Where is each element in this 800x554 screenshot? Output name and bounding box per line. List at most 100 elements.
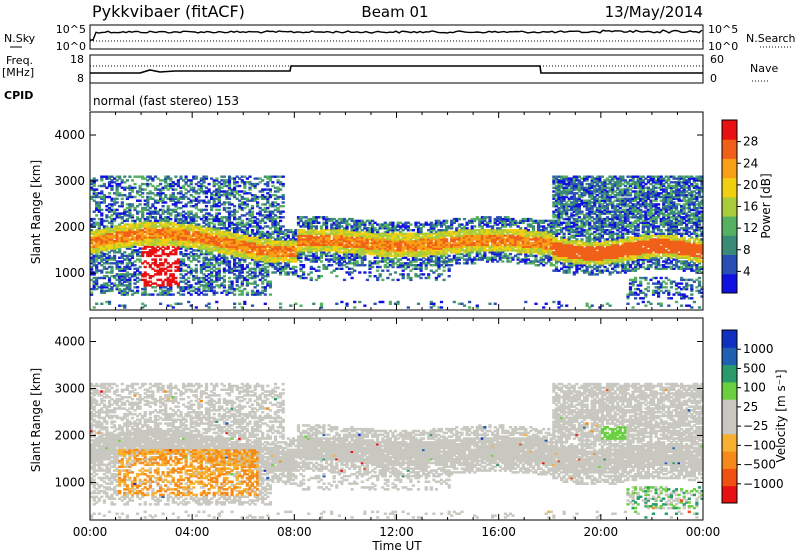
power-cell (159, 262, 163, 265)
power-cell (261, 241, 265, 245)
power-cell (215, 249, 219, 252)
power-cell (174, 229, 178, 232)
power-cell (199, 208, 203, 212)
power-cell (210, 247, 214, 250)
power-cell (261, 203, 265, 206)
power-cell (138, 221, 142, 224)
power-cell (202, 276, 206, 280)
power-cell (217, 223, 221, 226)
power-cell (225, 197, 229, 200)
power-cell (133, 238, 137, 241)
power-cell (164, 260, 168, 263)
power-cell (100, 184, 104, 188)
power-cell (204, 262, 209, 265)
power-cell (248, 262, 252, 265)
power-cell (268, 241, 272, 245)
power-cell (153, 223, 158, 226)
power-cell (253, 195, 257, 199)
power-cell (174, 216, 178, 219)
power-cell (187, 225, 191, 228)
power-cell (225, 234, 229, 237)
power-cell (179, 238, 183, 241)
power-cell (227, 223, 232, 226)
power-cell (123, 287, 127, 291)
power-cell (161, 267, 165, 270)
power-cell (90, 230, 94, 234)
power-cell (248, 175, 252, 178)
power-cell (215, 278, 219, 282)
power-cell (240, 269, 244, 272)
power-cell (245, 205, 249, 208)
power-cell (179, 223, 183, 226)
power-cell (151, 262, 155, 265)
power-cell (123, 258, 127, 261)
power-cell (128, 188, 132, 191)
power-cell (90, 241, 94, 245)
power-cell (146, 197, 150, 200)
power-cell (199, 271, 203, 274)
power-cell (138, 199, 142, 202)
power-cell (118, 282, 122, 285)
power-cell (273, 252, 278, 256)
power-cell (220, 227, 224, 230)
power-cell (248, 210, 252, 213)
power-cell (159, 284, 163, 287)
power-cell (143, 241, 147, 245)
power-cell (238, 205, 242, 208)
power-cell (207, 223, 211, 226)
power-cell (125, 247, 129, 250)
power-cell (151, 236, 155, 239)
power-cell (210, 236, 214, 239)
power-cell (253, 240, 257, 243)
power-cell (207, 190, 211, 193)
power-cell (136, 192, 140, 195)
power-cell (263, 182, 267, 186)
power-cell (161, 243, 165, 247)
power-cell (113, 254, 117, 258)
power-cell (243, 245, 247, 248)
power-cell (120, 230, 124, 234)
power-cell (233, 247, 237, 250)
power-cell (202, 234, 206, 237)
power-cell (250, 276, 255, 280)
power-cell (271, 212, 275, 215)
power-cell (184, 205, 188, 208)
power-cell (215, 219, 219, 223)
power-cell (97, 206, 101, 210)
power-cell (396, 300, 400, 304)
power-cell (253, 291, 257, 294)
power-cell (245, 227, 249, 230)
power-cell (261, 234, 265, 237)
power-cell (141, 247, 145, 250)
power-cell (243, 197, 247, 200)
power-cell (215, 205, 219, 208)
power-cell (171, 182, 175, 186)
power-cell (164, 247, 168, 250)
power-cell (153, 249, 158, 252)
power-cell (171, 240, 175, 243)
power-cell (138, 260, 142, 263)
power-cell (253, 182, 257, 186)
power-cell (100, 229, 104, 232)
power-cell (102, 289, 106, 293)
power-cell (136, 225, 140, 228)
power-cell (171, 229, 175, 232)
power-cell (102, 252, 106, 256)
power-cell (268, 260, 272, 263)
power-cell (97, 241, 101, 245)
power-cell (102, 262, 106, 265)
noise-left-tick-top: 10^5 (56, 23, 86, 36)
power-cell (120, 221, 124, 224)
power-cell (123, 175, 127, 178)
power-cell (294, 265, 298, 269)
power-cell (174, 219, 178, 223)
power-cell (138, 219, 142, 223)
power-cell (212, 190, 216, 193)
power-cell (128, 230, 132, 234)
power-cell (227, 287, 232, 291)
power-cell (151, 286, 155, 289)
power-cell (176, 229, 180, 232)
power-cell (202, 238, 206, 241)
power-cell (125, 229, 129, 232)
power-cell (233, 265, 237, 269)
